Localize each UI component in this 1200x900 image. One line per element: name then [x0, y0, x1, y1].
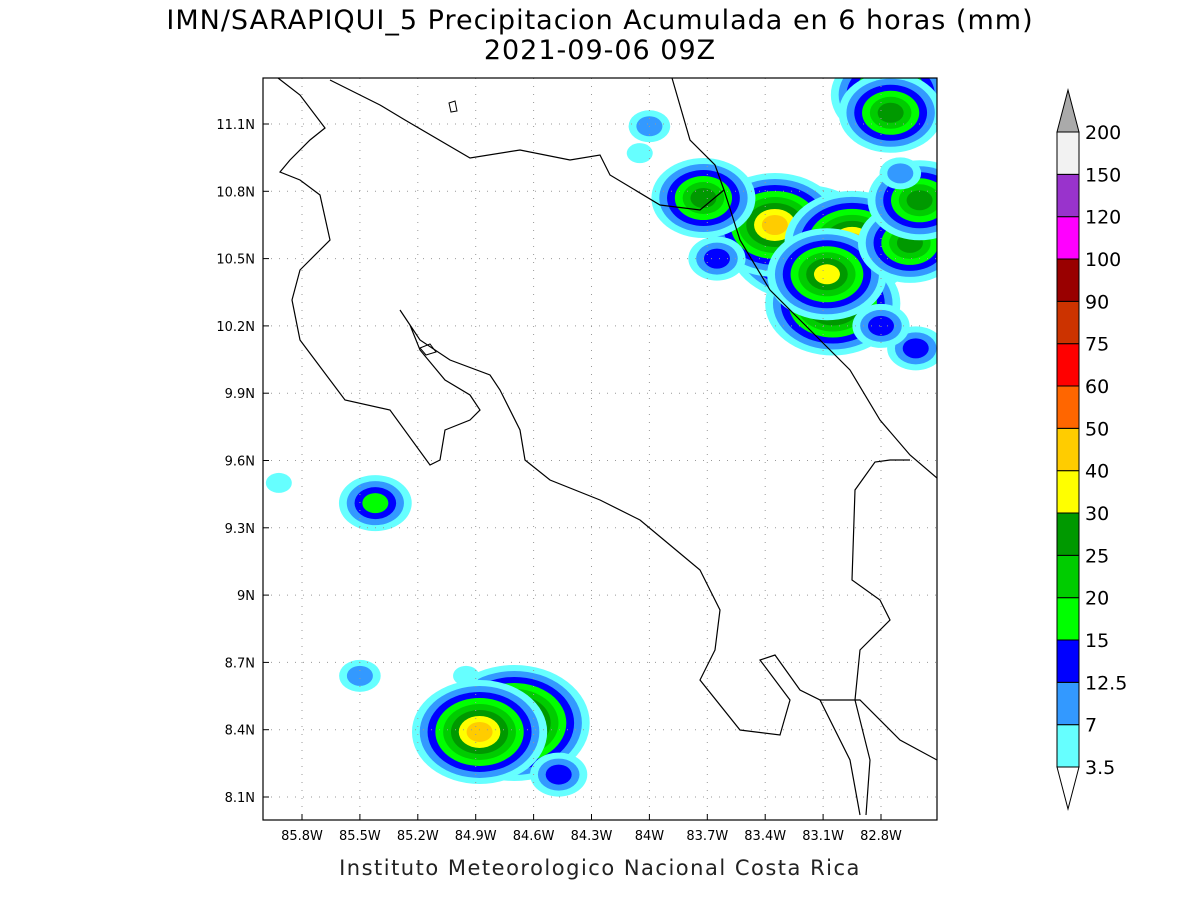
colorbar-label: 150	[1085, 164, 1121, 186]
colorbar-label: 12.5	[1085, 672, 1127, 694]
colorbar-bin	[1056, 427, 1080, 472]
colorbar-bin	[1056, 131, 1080, 175]
colorbar-over-arrow	[1056, 88, 1080, 133]
colorbar-label: 50	[1085, 418, 1109, 440]
lon-tick-label: 83.4W	[744, 829, 786, 844]
lat-tick-label: 9.9N	[225, 387, 255, 402]
lon-tick-label: 85.2W	[397, 829, 439, 844]
lon-tick-label: 82.8W	[860, 829, 902, 844]
colorbar-label: 120	[1085, 207, 1121, 229]
colorbar-label: 30	[1085, 503, 1109, 525]
lat-tick-label: 10.8N	[216, 185, 255, 200]
lat-tick-label: 10.2N	[216, 320, 255, 335]
precip-contour	[868, 315, 894, 336]
colorbar-label: 100	[1085, 249, 1121, 271]
colorbar-label: 200	[1085, 122, 1121, 144]
lon-tick-label: 84W	[635, 829, 665, 844]
precip-contour	[690, 188, 717, 209]
coastline	[851, 459, 910, 816]
colorbar-bin	[1056, 724, 1080, 768]
coastline	[671, 78, 937, 479]
colorbar-bin	[1056, 597, 1080, 641]
lat-tick-label: 8.7N	[225, 656, 255, 671]
map-frame	[262, 77, 938, 821]
lat-tick-label: 9N	[237, 589, 255, 604]
lat-tick-label: 10.5N	[216, 253, 255, 268]
colorbar-label: 90	[1085, 291, 1109, 313]
precip-contour	[902, 338, 929, 359]
island	[419, 343, 437, 356]
colorbar-label: 60	[1085, 376, 1109, 398]
colorbar-label: 20	[1085, 588, 1109, 610]
precip-contour	[813, 264, 840, 285]
lon-tick-label: 83.7W	[686, 829, 728, 844]
lon-tick-label: 83.1W	[802, 829, 844, 844]
colorbar-bin	[1056, 554, 1080, 599]
precip-layer	[265, 78, 937, 797]
colorbar-bin	[1056, 470, 1080, 514]
lon-tick-label: 84.6W	[513, 829, 555, 844]
colorbar-under-arrow	[1056, 766, 1080, 811]
colorbar-label: 25	[1085, 545, 1109, 567]
precip-contour	[761, 214, 788, 235]
map-title: IMN/SARAPIQUI_5 Precipitacion Acumulada …	[166, 5, 1034, 36]
lon-tick-label: 84.3W	[571, 829, 613, 844]
colorbar-bin	[1056, 216, 1080, 260]
lat-tick-label: 9.3N	[225, 522, 255, 537]
coastline	[329, 79, 725, 211]
colorbar-label: 15	[1085, 630, 1109, 652]
colorbar-bin	[1056, 512, 1080, 556]
coastline	[820, 699, 937, 761]
precip-contour	[906, 190, 933, 211]
colorbar-bin	[1056, 639, 1080, 683]
precip-contour	[362, 493, 389, 514]
coastline	[277, 78, 861, 816]
precip-contour	[265, 472, 292, 493]
island	[448, 100, 458, 113]
lat-tick-label: 9.6N	[225, 455, 255, 470]
colorbar-bin	[1056, 258, 1080, 302]
precip-contour	[703, 248, 730, 269]
lat-tick-label: 11.1N	[216, 118, 255, 133]
lat-tick-label: 8.4N	[225, 724, 255, 739]
colorbar-label: 3.5	[1085, 757, 1115, 779]
colorbar-label: 7	[1085, 715, 1097, 737]
colorbar-bin	[1056, 385, 1080, 429]
map-subtitle: 2021-09-06 09Z	[483, 35, 717, 66]
colorbar-bin	[1056, 173, 1080, 218]
footer-credit: Instituto Meteorologico Nacional Costa R…	[339, 856, 861, 880]
colorbar-bin	[1056, 681, 1080, 726]
precip-contour	[453, 665, 480, 686]
precip-contour	[887, 163, 914, 184]
lon-tick-label: 85.5W	[339, 829, 381, 844]
lon-tick-label: 84.9W	[455, 829, 497, 844]
colorbar-bin	[1056, 300, 1080, 345]
colorbar: 3.5 7 12.5 15 20 25 30 40 50 60 75 90 100 120 150 200	[1056, 88, 1127, 811]
colorbar-label: 75	[1085, 334, 1109, 356]
precip-contour	[877, 102, 904, 123]
lon-tick-label: 85.8W	[281, 829, 323, 844]
colorbar-bin	[1056, 343, 1080, 387]
grid	[263, 78, 937, 820]
precip-contour	[466, 721, 493, 742]
precip-contour	[346, 665, 373, 686]
precip-contour	[545, 764, 572, 785]
precip-contour	[626, 143, 653, 164]
colorbar-label: 40	[1085, 461, 1109, 483]
lat-tick-label: 8.1N	[225, 791, 255, 806]
